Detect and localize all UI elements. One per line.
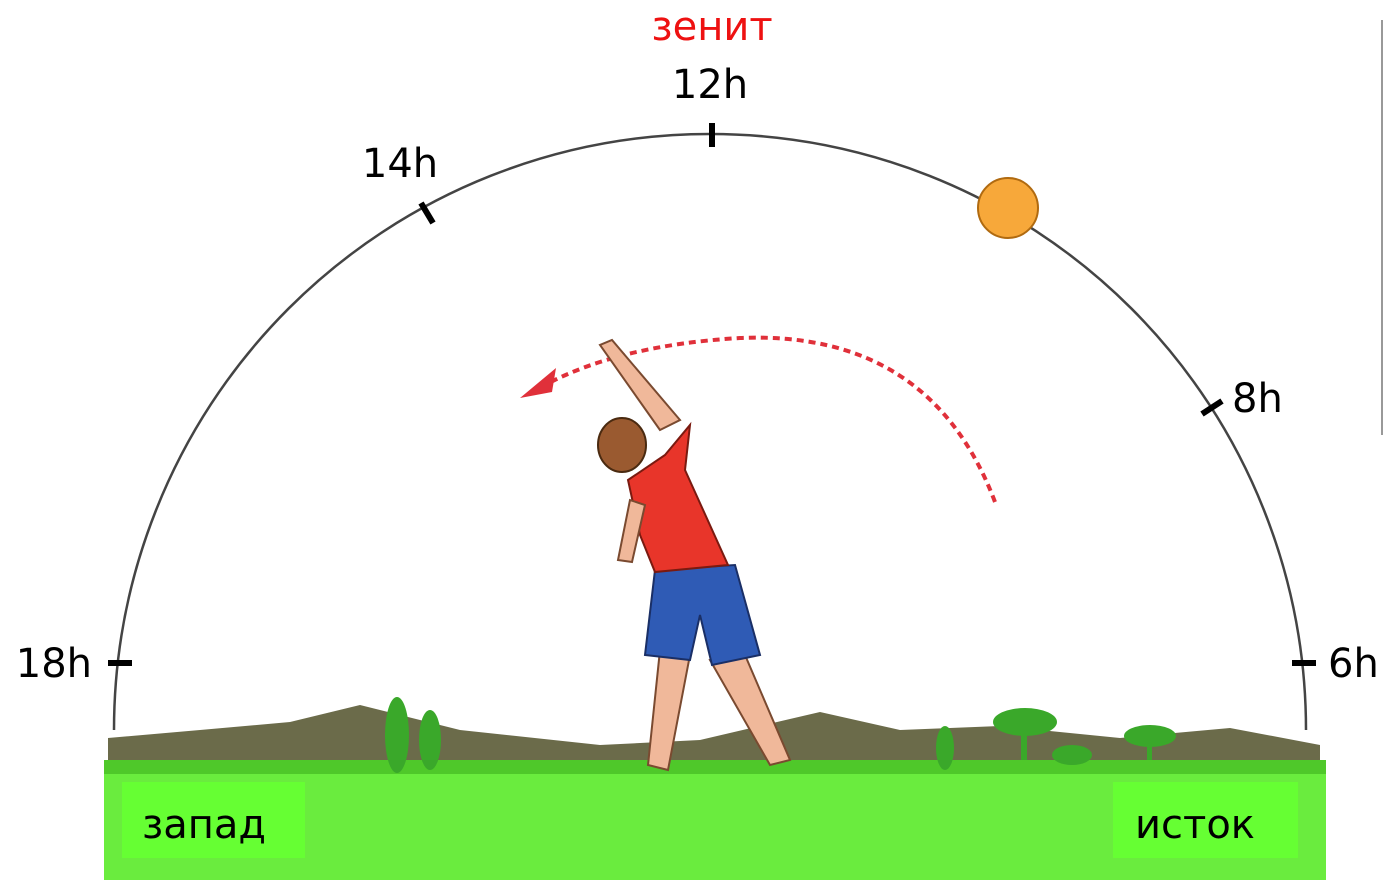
- diagram: зенит 12h 14h 8h 18h 6h запад исток: [0, 0, 1384, 882]
- zenith-label: зенит: [651, 4, 772, 50]
- hour-label: 6h: [1328, 641, 1379, 687]
- hour-label: 8h: [1232, 376, 1283, 422]
- west-label: запад: [142, 802, 266, 848]
- hour-label: 12h: [672, 62, 748, 108]
- hour-label: 14h: [362, 141, 438, 187]
- grass-edge: [104, 760, 1326, 774]
- hour-label: 18h: [16, 641, 92, 687]
- east-label: исток: [1135, 802, 1255, 848]
- sun: [978, 178, 1038, 238]
